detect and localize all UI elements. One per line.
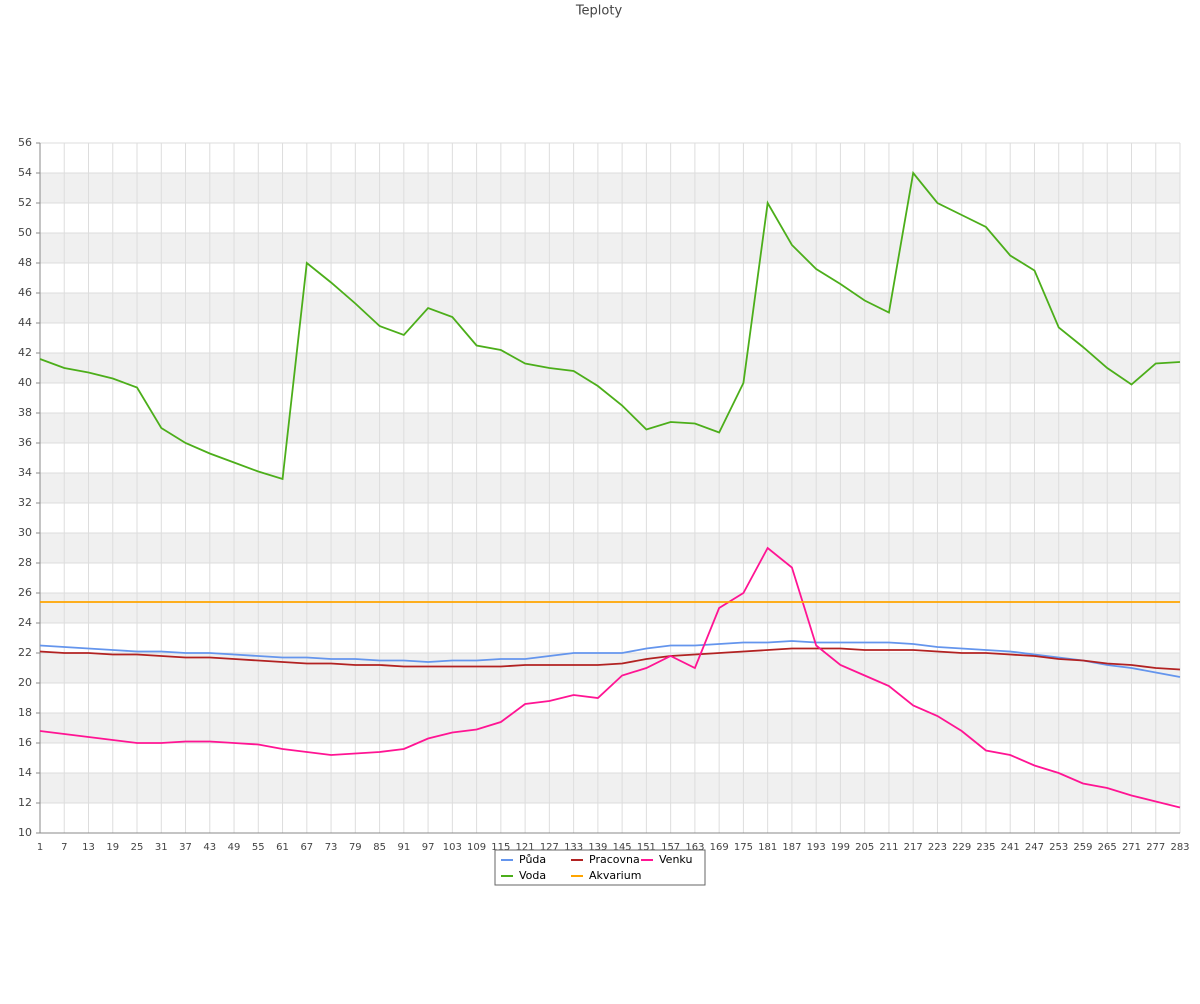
y-tick-label: 46 (18, 286, 32, 299)
x-tick-label: 217 (904, 842, 923, 853)
y-tick-label: 20 (18, 676, 32, 689)
x-tick-label: 157 (661, 842, 680, 853)
grid-band (40, 713, 1180, 743)
y-tick-label: 44 (18, 316, 32, 329)
x-tick-label: 43 (203, 842, 216, 853)
y-tick-label: 52 (18, 196, 32, 209)
y-tick-label: 22 (18, 646, 32, 659)
grid-band (40, 353, 1180, 383)
series-line (39, 170, 1181, 481)
x-tick-label: 109 (467, 842, 486, 853)
x-tick-label: 103 (443, 842, 462, 853)
chart-title: Teploty (575, 4, 623, 19)
legend-label: Pracovna (589, 853, 640, 866)
x-tick-label: 25 (131, 842, 144, 853)
x-tick-label: 79 (349, 842, 362, 853)
x-tick-label: 235 (976, 842, 995, 853)
y-tick-label: 54 (18, 166, 32, 179)
legend-label: Půda (519, 853, 546, 866)
grid-band (40, 413, 1180, 443)
x-tick-label: 13 (82, 842, 95, 853)
x-tick-label: 139 (588, 842, 607, 853)
x-tick-label: 229 (952, 842, 971, 853)
x-tick-label: 97 (422, 842, 435, 853)
y-tick-label: 56 (18, 136, 32, 149)
x-tick-label: 193 (807, 842, 826, 853)
x-tick-label: 163 (685, 842, 704, 853)
x-tick-label: 265 (1098, 842, 1117, 853)
series-line (39, 640, 1181, 678)
y-tick-label: 16 (18, 736, 32, 749)
x-tick-label: 253 (1049, 842, 1068, 853)
y-tick-label: 28 (18, 556, 32, 569)
series-line (39, 546, 1181, 809)
y-tick-label: 42 (18, 346, 32, 359)
y-tick-label: 32 (18, 496, 32, 509)
x-tick-label: 121 (516, 842, 535, 853)
x-tick-label: 271 (1122, 842, 1141, 853)
legend-label: Venku (659, 853, 692, 866)
y-tick-label: 50 (18, 226, 32, 239)
grid-band (40, 773, 1180, 803)
legend-label: Voda (519, 869, 546, 882)
x-tick-label: 55 (252, 842, 265, 853)
y-tick-label: 34 (18, 466, 32, 479)
x-tick-label: 259 (1073, 842, 1092, 853)
x-tick-label: 19 (106, 842, 119, 853)
x-tick-label: 145 (613, 842, 632, 853)
series-line (39, 647, 1181, 671)
x-tick-label: 85 (373, 842, 386, 853)
grid-band (40, 173, 1180, 203)
x-tick-label: 175 (734, 842, 753, 853)
x-tick-label: 127 (540, 842, 559, 853)
grid-band (40, 593, 1180, 623)
x-tick-label: 49 (228, 842, 241, 853)
x-tick-label: 169 (710, 842, 729, 853)
y-tick-label: 10 (18, 826, 32, 839)
x-tick-label: 1 (37, 842, 43, 853)
x-tick-label: 91 (397, 842, 410, 853)
legend-box (494, 849, 706, 886)
x-tick-label: 199 (831, 842, 850, 853)
grid-band (40, 293, 1180, 323)
y-tick-label: 30 (18, 526, 32, 539)
y-tick-label: 18 (18, 706, 32, 719)
y-tick-label: 12 (18, 796, 32, 809)
x-tick-label: 115 (491, 842, 510, 853)
x-tick-label: 223 (928, 842, 947, 853)
x-tick-label: 133 (564, 842, 583, 853)
x-tick-label: 181 (758, 842, 777, 853)
x-tick-label: 7 (61, 842, 67, 853)
x-tick-label: 67 (300, 842, 313, 853)
y-tick-label: 40 (18, 376, 32, 389)
y-tick-label: 36 (18, 436, 32, 449)
x-tick-label: 31 (155, 842, 168, 853)
x-tick-label: 205 (855, 842, 874, 853)
x-tick-label: 61 (276, 842, 289, 853)
x-tick-label: 37 (179, 842, 192, 853)
y-tick-label: 38 (18, 406, 32, 419)
grid-band (40, 533, 1180, 563)
x-tick-label: 241 (1001, 842, 1020, 853)
x-tick-label: 247 (1025, 842, 1044, 853)
x-tick-label: 151 (637, 842, 656, 853)
grid-band (40, 473, 1180, 503)
x-tick-label: 283 (1170, 842, 1189, 853)
y-tick-label: 14 (18, 766, 32, 779)
x-tick-label: 187 (782, 842, 801, 853)
y-tick-label: 48 (18, 256, 32, 269)
x-tick-label: 211 (879, 842, 898, 853)
y-tick-label: 26 (18, 586, 32, 599)
x-tick-label: 73 (325, 842, 338, 853)
x-tick-label: 277 (1146, 842, 1165, 853)
y-tick-label: 24 (18, 616, 32, 629)
legend-label: Akvarium (589, 869, 641, 882)
grid-band (40, 233, 1180, 263)
